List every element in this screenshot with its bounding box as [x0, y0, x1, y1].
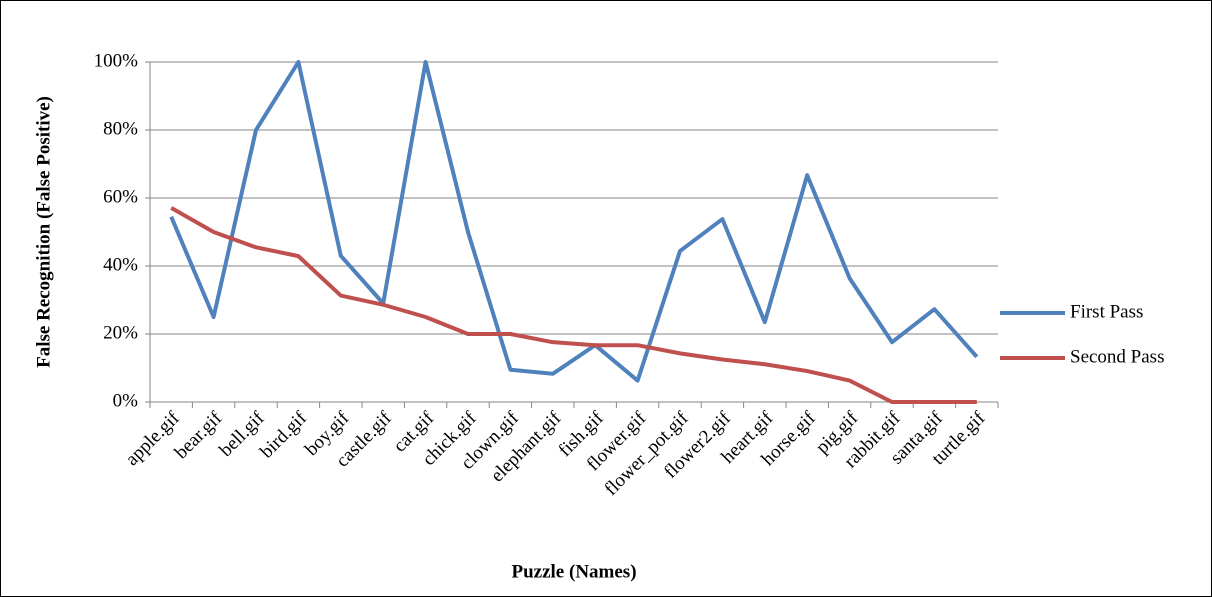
series-line — [169, 60, 979, 383]
y-axis-title: False Recognition (False Positive) — [33, 96, 54, 368]
x-axis-title: Puzzle (Names) — [511, 561, 636, 582]
y-tick-label: 60% — [103, 186, 138, 207]
legend-label: Second Pass — [1070, 346, 1164, 367]
y-tick-label: 80% — [103, 118, 138, 139]
y-tick-label: 100% — [94, 50, 139, 71]
y-tick-label: 40% — [103, 254, 138, 275]
series-line — [170, 206, 977, 404]
y-tick-label: 0% — [113, 390, 139, 411]
legend-label: First Pass — [1070, 301, 1143, 322]
y-tick-label: 20% — [103, 322, 138, 343]
